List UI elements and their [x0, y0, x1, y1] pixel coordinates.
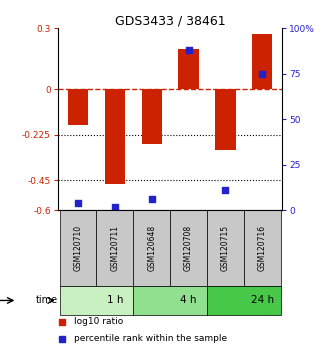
Point: [75, 200, 81, 206]
Point: [186, 47, 191, 53]
Bar: [142, 89, 162, 144]
Text: 24 h: 24 h: [251, 296, 274, 306]
Point: [223, 188, 228, 193]
Point: [112, 204, 117, 210]
Text: GSM120715: GSM120715: [221, 225, 230, 272]
Text: log10 ratio: log10 ratio: [74, 317, 123, 326]
Bar: [60, 286, 133, 315]
Bar: [207, 286, 281, 315]
Point: [260, 71, 265, 77]
Text: GSM120711: GSM120711: [110, 225, 119, 271]
Text: GSM120708: GSM120708: [184, 225, 193, 272]
Text: 1 h: 1 h: [107, 296, 123, 306]
Bar: [96, 210, 133, 286]
Title: GDS3433 / 38461: GDS3433 / 38461: [115, 14, 225, 27]
Text: 4 h: 4 h: [180, 296, 197, 306]
Point: [149, 196, 154, 202]
Bar: [178, 48, 199, 89]
Bar: [207, 210, 244, 286]
Bar: [133, 210, 170, 286]
Bar: [68, 89, 88, 125]
Bar: [60, 210, 96, 286]
Text: GSM120716: GSM120716: [258, 225, 267, 272]
Bar: [215, 89, 236, 150]
Text: percentile rank within the sample: percentile rank within the sample: [74, 335, 227, 343]
Text: time: time: [36, 296, 58, 306]
Bar: [133, 286, 207, 315]
Bar: [170, 210, 207, 286]
Text: GSM120648: GSM120648: [147, 225, 156, 272]
Text: GSM120710: GSM120710: [74, 225, 82, 272]
Bar: [105, 89, 125, 184]
Bar: [244, 210, 281, 286]
Bar: [252, 34, 272, 89]
